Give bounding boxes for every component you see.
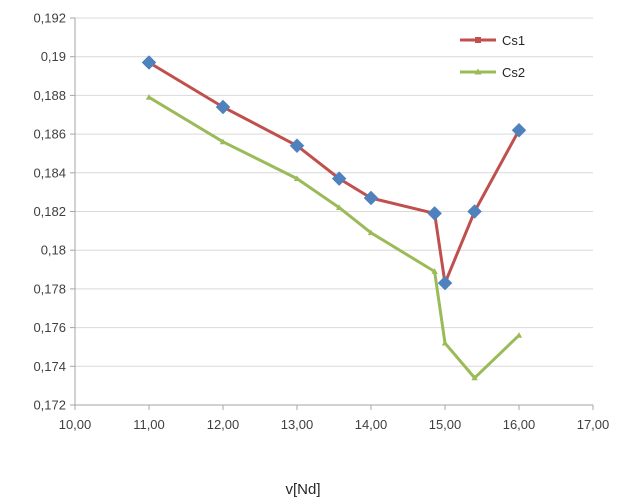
series-lines	[141, 55, 527, 381]
data-point	[331, 171, 347, 186]
data-point	[335, 204, 343, 211]
y-tick-label: 0,184	[33, 165, 66, 180]
data-point	[219, 138, 227, 145]
data-point	[437, 275, 453, 291]
data-point	[427, 206, 442, 221]
y-tick-label: 0,176	[33, 320, 66, 335]
series-cs2	[145, 94, 523, 381]
x-tick-label: 11,00	[133, 417, 165, 432]
data-point	[141, 55, 157, 70]
x-tick-label: 13,00	[281, 417, 314, 432]
x-tick-label: 10,00	[59, 417, 92, 432]
legend-swatch-marker	[474, 68, 482, 75]
data-point	[215, 99, 231, 115]
x-axis-title: v[Nd]	[285, 481, 320, 498]
axes	[70, 17, 594, 410]
legend-label: Cs2	[502, 65, 525, 80]
series-cs1	[141, 55, 527, 291]
data-point	[363, 190, 379, 206]
legend: Cs1 Cs2	[460, 33, 525, 80]
legend-swatch-marker	[475, 37, 481, 43]
y-tick-label: 0,18	[41, 243, 66, 258]
y-tick-labels: 0,172 0,174 0,176 0,178 0,18 0,182 0,184 0,186 0…	[33, 11, 66, 413]
data-point	[293, 175, 301, 182]
y-tick-label: 0,172	[33, 398, 66, 413]
x-tick-label: 16,00	[503, 417, 536, 432]
y-tick-label: 0,188	[33, 88, 66, 103]
data-point	[431, 268, 438, 274]
legend-entry-cs1: Cs1	[460, 33, 525, 48]
y-tick-label: 0,186	[33, 127, 66, 142]
y-tick-label: 0,192	[33, 11, 66, 26]
data-point	[289, 138, 305, 154]
legend-entry-cs2: Cs2	[460, 65, 525, 80]
data-point	[511, 122, 527, 138]
data-point	[145, 94, 153, 100]
data-point	[467, 204, 482, 219]
data-point	[471, 374, 478, 381]
x-tick-label: 17,00	[577, 417, 610, 432]
y-tick-label: 0,178	[33, 281, 66, 296]
y-tick-label: 0,19	[41, 49, 66, 64]
y-tick-label: 0,182	[33, 204, 66, 219]
x-tick-label: 15,00	[429, 417, 462, 432]
y-tick-label: 0,174	[33, 359, 66, 374]
x-tick-label: 12,00	[207, 417, 240, 432]
x-tick-labels: 10,00 11,00 12,00 13,00 14,00 15,00 16,00 17,00	[59, 417, 610, 432]
data-point	[367, 229, 375, 236]
data-point	[441, 339, 449, 346]
legend-label: Cs1	[502, 33, 525, 48]
x-tick-label: 14,00	[355, 417, 388, 432]
data-point	[515, 332, 523, 338]
